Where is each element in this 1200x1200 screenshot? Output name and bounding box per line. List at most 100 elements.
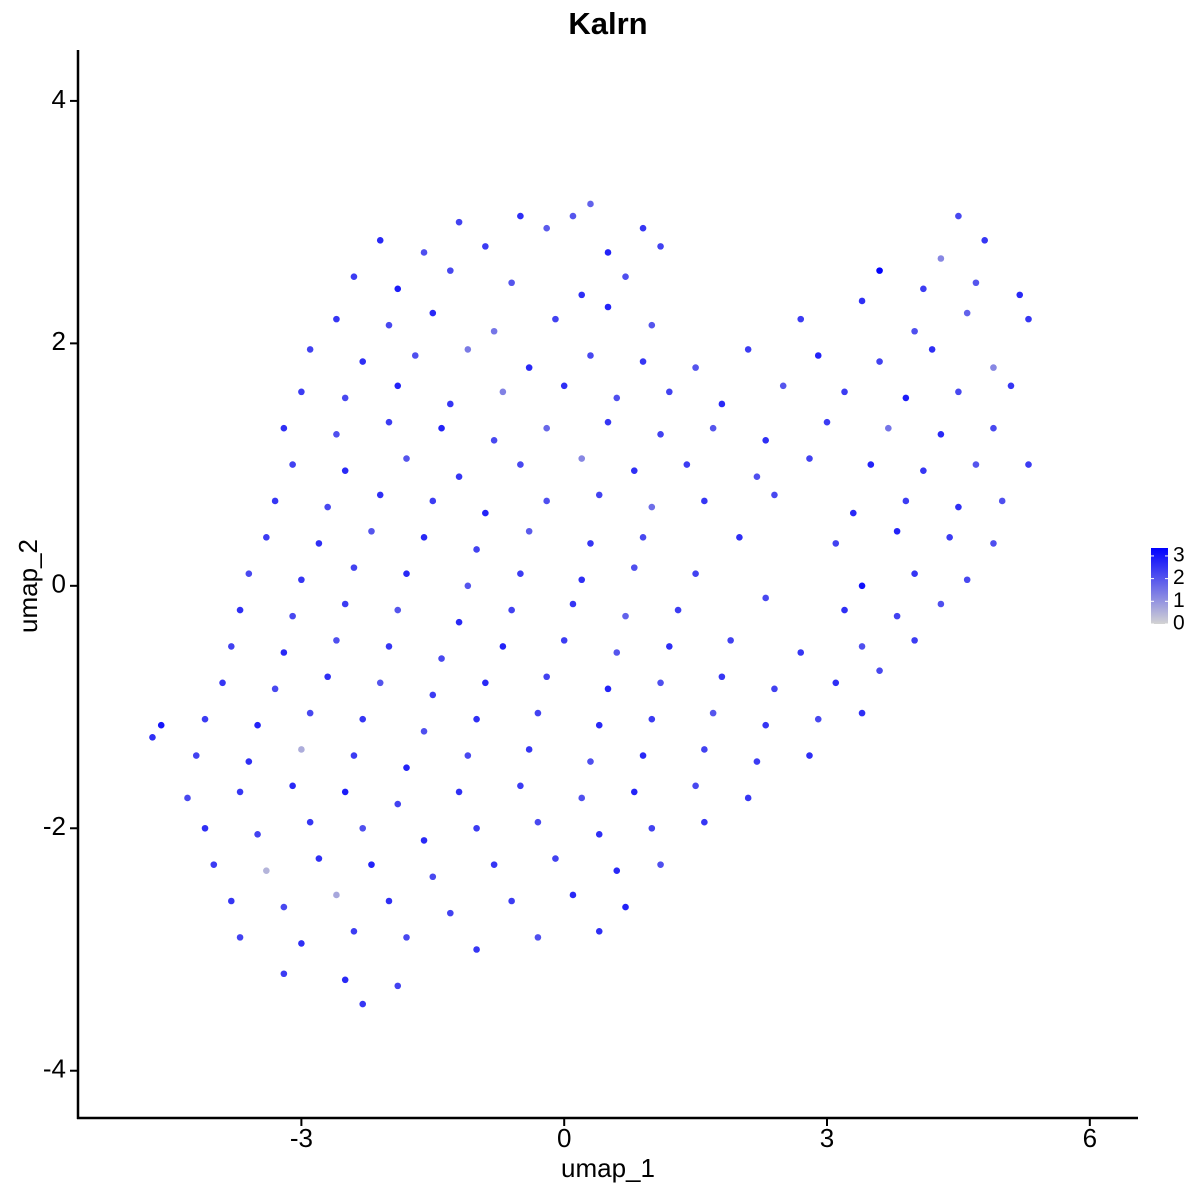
point: [508, 606, 515, 614]
point: [630, 788, 638, 796]
point: [709, 424, 717, 432]
point: [911, 637, 918, 644]
point: [473, 546, 480, 553]
point: [254, 831, 261, 838]
point: [157, 721, 165, 729]
point: [455, 218, 463, 226]
point: [771, 685, 778, 693]
point: [613, 867, 621, 874]
point: [552, 855, 559, 862]
point: [902, 394, 910, 402]
point: [385, 321, 393, 329]
point: [280, 649, 288, 656]
point: [464, 346, 472, 353]
point: [604, 303, 612, 311]
point: [867, 461, 875, 468]
point: [517, 782, 524, 790]
point: [928, 346, 936, 353]
point: [683, 461, 691, 468]
point: [333, 315, 340, 323]
x-tick-label: 0: [557, 1123, 571, 1153]
point: [744, 794, 752, 802]
point: [376, 679, 384, 687]
point: [569, 891, 577, 899]
point: [727, 637, 734, 644]
point: [955, 503, 962, 511]
point: [341, 467, 349, 474]
point: [701, 746, 708, 753]
point: [420, 837, 428, 844]
point: [525, 364, 533, 371]
point: [666, 388, 673, 396]
point: [455, 788, 463, 796]
point: [350, 928, 358, 935]
point: [920, 285, 927, 293]
point: [736, 534, 743, 541]
point: [376, 237, 384, 244]
point: [341, 788, 349, 796]
point: [639, 752, 647, 759]
point: [578, 291, 586, 299]
y-tick-label: 0: [52, 569, 66, 599]
point: [911, 570, 918, 577]
point: [876, 358, 883, 365]
point: [263, 534, 270, 541]
colorbar-label: 3: [1173, 543, 1185, 566]
point: [639, 534, 647, 541]
point: [823, 418, 831, 426]
point: [701, 818, 708, 826]
point: [403, 764, 410, 771]
point: [718, 400, 726, 408]
point: [613, 394, 621, 402]
point: [753, 473, 761, 481]
point: [385, 897, 393, 905]
point: [587, 758, 594, 765]
point: [639, 358, 647, 365]
point: [280, 424, 288, 432]
point: [376, 491, 384, 499]
colorbar-label: 2: [1173, 566, 1185, 589]
point: [911, 327, 918, 335]
point: [429, 691, 437, 699]
point: [534, 709, 542, 717]
point: [990, 364, 997, 371]
point: [490, 327, 498, 335]
point: [482, 509, 489, 517]
point: [473, 715, 480, 723]
point: [595, 928, 603, 935]
point: [420, 727, 428, 735]
point: [490, 861, 498, 868]
point: [359, 358, 367, 365]
point: [841, 388, 848, 396]
point: [394, 606, 402, 614]
point: [359, 715, 367, 723]
point: [411, 352, 419, 359]
point: [858, 582, 866, 590]
point: [657, 243, 664, 250]
point: [289, 461, 296, 468]
point: [438, 424, 445, 432]
y-tick-label: -2: [43, 811, 66, 841]
x-axis-title: umap_1: [561, 1153, 655, 1183]
point: [482, 243, 489, 250]
point: [604, 685, 612, 693]
point: [306, 818, 314, 826]
point: [622, 903, 629, 911]
point: [569, 600, 577, 608]
point: [744, 346, 752, 353]
point: [560, 382, 568, 390]
point: [236, 606, 244, 614]
point: [648, 321, 656, 329]
point: [447, 400, 454, 408]
point: [517, 461, 524, 468]
point: [578, 455, 586, 462]
point: [692, 364, 699, 371]
point: [648, 715, 656, 723]
point: [499, 643, 507, 650]
point: [289, 612, 296, 620]
point: [841, 606, 848, 614]
point: [858, 297, 866, 305]
point: [902, 497, 910, 505]
point: [420, 249, 428, 256]
point: [552, 315, 559, 323]
